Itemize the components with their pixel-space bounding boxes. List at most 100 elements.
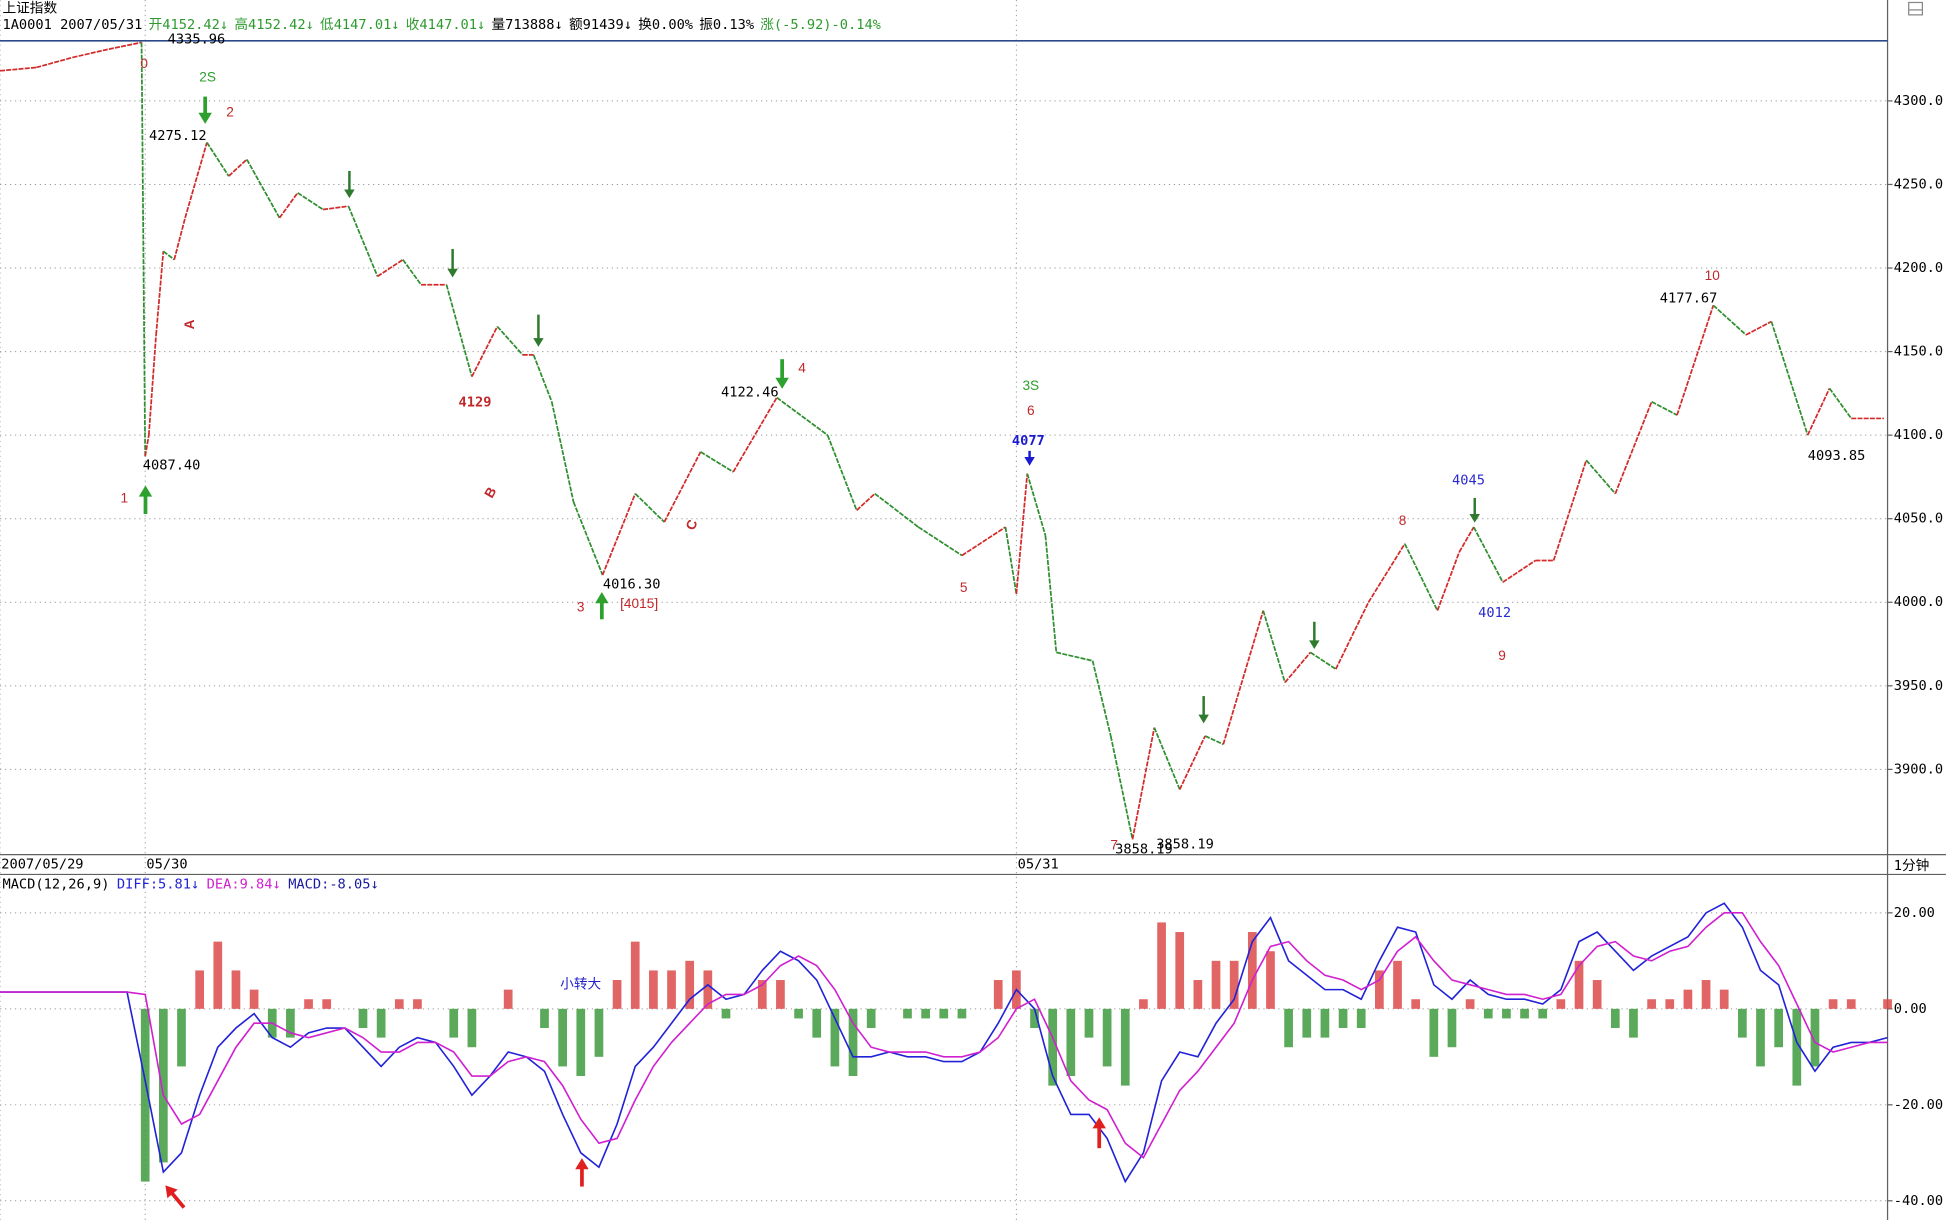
macd-bar	[1120, 1008, 1130, 1086]
macd-bar	[667, 970, 676, 1009]
y-tick-label: 4250.0	[1894, 176, 1943, 192]
wave-annotation: 9	[1498, 648, 1506, 663]
wave-annotation: 0	[140, 56, 148, 71]
price-segment	[917, 526, 963, 557]
macd-bar	[1266, 951, 1275, 1009]
macd-bar	[304, 999, 313, 1009]
price-segment	[1222, 610, 1265, 745]
macd-bar	[1320, 1008, 1330, 1038]
macd-line	[0, 902, 1888, 1184]
price-segment	[1131, 727, 1156, 840]
price-segment	[663, 451, 702, 523]
arrow-head	[1092, 1117, 1106, 1129]
macd-bar	[1629, 1008, 1638, 1038]
price-segment	[874, 492, 919, 528]
price-segment	[1204, 735, 1224, 746]
macd-bar	[1846, 999, 1856, 1009]
price-segment	[1472, 526, 1504, 583]
macd-bar	[195, 970, 204, 1009]
wave-annotation: 4077	[1012, 433, 1045, 449]
macd-bar	[213, 941, 223, 1009]
macd-bar	[576, 1008, 586, 1077]
macd-bar	[1502, 1008, 1511, 1019]
price-segment	[700, 451, 734, 473]
price-segment	[347, 205, 379, 277]
price-segment	[1284, 651, 1312, 684]
quote-field: 1A0001 2007/05/31	[2, 17, 142, 33]
macd-bar	[1193, 980, 1203, 1009]
macd-bar	[1247, 932, 1257, 1009]
arrow-head	[198, 112, 212, 124]
price-segment	[1403, 543, 1439, 612]
macd-bar	[757, 980, 767, 1009]
macd-bar	[1030, 1008, 1039, 1029]
macd-bar	[1556, 999, 1566, 1009]
y-tick-label: 3900.0	[1894, 761, 1943, 777]
legend-entry: MACD:-8.05↓	[288, 876, 379, 892]
arrow-head	[344, 189, 355, 199]
wave-annotation: 4045	[1452, 473, 1485, 489]
arrow-head	[533, 338, 544, 347]
legend-entry: DEA:9.84↓	[207, 876, 281, 892]
y-tick-label: 3950.0	[1894, 678, 1943, 694]
macd-bar	[1719, 989, 1729, 1009]
macd-bar	[1393, 960, 1402, 1009]
y-tick-label: -20.00	[1894, 1097, 1943, 1113]
macd-bar	[685, 960, 695, 1009]
quote-field: 振0.13%	[699, 17, 754, 33]
arrow-head	[447, 268, 458, 278]
wave-annotation: 4177.67	[1660, 291, 1718, 307]
price-segment	[634, 493, 665, 523]
macd-bar	[721, 1008, 731, 1019]
price-segment	[1770, 321, 1809, 436]
wave-annotation: 1	[121, 491, 129, 506]
arrow-head	[1469, 514, 1480, 523]
macd-bar	[1792, 1008, 1802, 1086]
price-segment	[1552, 459, 1588, 561]
macd-bar	[467, 1008, 477, 1048]
panel-icon[interactable]	[1908, 1, 1923, 16]
macd-bar	[1592, 980, 1602, 1009]
price-segment	[601, 493, 637, 576]
macd-bar	[630, 941, 640, 1009]
macd-bar	[1139, 999, 1148, 1009]
price-segment	[144, 434, 150, 457]
y-tick-label: 20.00	[1894, 905, 1935, 921]
wave-annotation: 2	[226, 104, 234, 119]
macd-bar	[1048, 1008, 1058, 1086]
price-segment	[278, 192, 299, 219]
wave-annotation: [4015]	[620, 596, 658, 611]
macd-bar	[177, 1008, 186, 1067]
wave-annotation: 4087.40	[143, 458, 201, 474]
macd-bar	[1084, 1008, 1094, 1038]
price-segment	[1585, 459, 1616, 495]
price-segment	[1745, 320, 1772, 336]
wave-annotation: 5	[960, 580, 968, 595]
macd-bar	[376, 1008, 386, 1038]
price-segment	[550, 401, 575, 503]
price-segment	[732, 397, 778, 473]
macd-bar	[140, 1008, 150, 1182]
price-segment	[1614, 401, 1653, 494]
wave-annotation: A	[182, 319, 197, 329]
price-segment	[1458, 526, 1475, 553]
arrow-head	[165, 1185, 178, 1199]
price-segment	[1262, 610, 1286, 683]
price-segment	[1651, 400, 1678, 416]
quote-field: 量713888↓	[491, 17, 562, 33]
wave-annotation: 4093.85	[1808, 448, 1866, 464]
macd-bar	[1828, 999, 1838, 1009]
y-tick-label: 4100.0	[1894, 427, 1943, 443]
macd-bar	[322, 999, 332, 1009]
price-segment	[1178, 735, 1206, 790]
wave-annotation: 10	[1705, 268, 1721, 283]
price-segment	[162, 250, 175, 261]
macd-bar	[1411, 999, 1421, 1009]
period-label: 1分钟	[1894, 857, 1930, 874]
price-segment	[1436, 551, 1461, 611]
quote-field: 换0.00%	[638, 16, 693, 33]
price-segment	[1367, 543, 1406, 603]
macd-bar	[1465, 999, 1475, 1009]
price-segment	[1502, 559, 1536, 583]
